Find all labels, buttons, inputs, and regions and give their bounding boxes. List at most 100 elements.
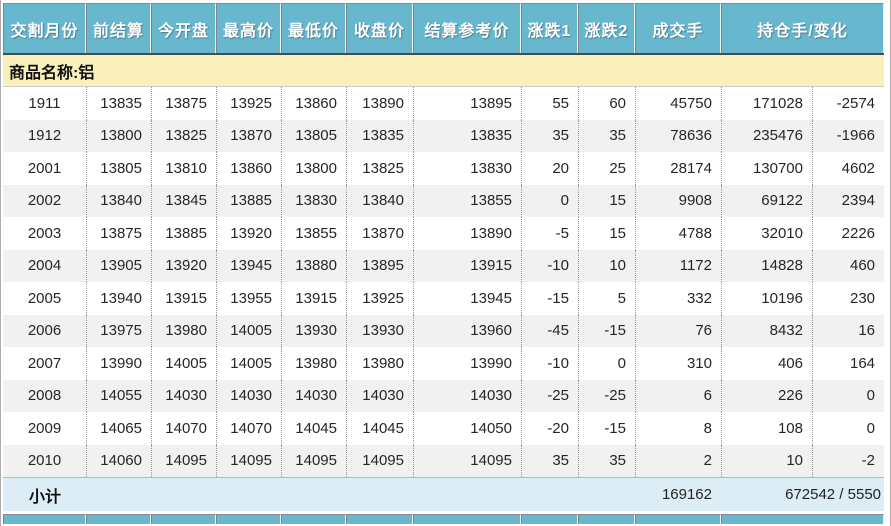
- col-header-close: 收盘价: [346, 3, 413, 53]
- cell-oi-change: -2574: [812, 87, 885, 120]
- cell-high: 14095: [216, 444, 281, 477]
- cell-volume: 76: [635, 314, 721, 347]
- cell-close: 14045: [346, 412, 413, 445]
- cell-low: 14030: [281, 379, 346, 412]
- cell-change2: 35: [578, 119, 635, 152]
- cell-settlement-reference: 13835: [413, 119, 521, 152]
- cell-close: 14030: [346, 379, 413, 412]
- cell-open: 14070: [151, 412, 216, 445]
- cell-settlement-reference: 13830: [413, 152, 521, 185]
- next-header-stub-cell: [635, 514, 721, 524]
- cell-oi-change: 230: [812, 282, 885, 315]
- cell-delivery-month: 2002: [3, 184, 86, 217]
- cell-change1: -10: [521, 249, 578, 282]
- next-header-stub-cell: [721, 514, 885, 524]
- cell-settlement-reference: 14030: [413, 379, 521, 412]
- cell-delivery-month: 1911: [3, 87, 86, 120]
- subtotal-oi-change: 672542 / 5550: [721, 477, 885, 511]
- table-header: 交割月份 前结算 今开盘 最高价 最低价 收盘价 结算参考价 涨跌1 涨跌2 成…: [3, 3, 885, 53]
- subtotal-volume: 169162: [635, 477, 721, 511]
- cell-change2: 25: [578, 152, 635, 185]
- cell-delivery-month: 2004: [3, 249, 86, 282]
- table-row: 2001 13805 13810 13860 13800 13825 13830…: [3, 152, 885, 185]
- cell-change1: -10: [521, 347, 578, 380]
- cell-open-interest: 171028: [721, 87, 812, 120]
- cell-prev-settlement: 13875: [86, 217, 151, 250]
- next-header-stub-cell: [86, 514, 151, 524]
- col-header-settlement-reference: 结算参考价: [413, 3, 521, 53]
- cell-open-interest: 406: [721, 347, 812, 380]
- cell-delivery-month: 2006: [3, 314, 86, 347]
- table-row: 2002 13840 13845 13885 13830 13840 13855…: [3, 184, 885, 217]
- commodity-group-row: 商品名称:铝: [3, 53, 885, 87]
- subtotal-row: 小计 169162 672542 / 5550: [3, 477, 885, 511]
- cell-low: 13830: [281, 184, 346, 217]
- next-table-header-partial: [3, 514, 885, 524]
- cell-change1: 35: [521, 119, 578, 152]
- cell-volume: 6: [635, 379, 721, 412]
- cell-oi-change: 164: [812, 347, 885, 380]
- cell-change2: 60: [578, 87, 635, 120]
- cell-volume: 9908: [635, 184, 721, 217]
- futures-quote-table: 交割月份 前结算 今开盘 最高价 最低价 收盘价 结算参考价 涨跌1 涨跌2 成…: [3, 3, 885, 524]
- table-row: 1912 13800 13825 13870 13805 13835 13835…: [3, 119, 885, 152]
- cell-open: 14095: [151, 444, 216, 477]
- cell-open-interest: 235476: [721, 119, 812, 152]
- cell-close: 13890: [346, 87, 413, 120]
- cell-high: 13870: [216, 119, 281, 152]
- cell-close: 13930: [346, 314, 413, 347]
- cell-volume: 28174: [635, 152, 721, 185]
- cell-volume: 4788: [635, 217, 721, 250]
- cell-delivery-month: 2009: [3, 412, 86, 445]
- col-header-change2: 涨跌2: [578, 3, 635, 53]
- cell-close: 13870: [346, 217, 413, 250]
- cell-settlement-reference: 13855: [413, 184, 521, 217]
- cell-high: 14005: [216, 347, 281, 380]
- cell-low: 13855: [281, 217, 346, 250]
- cell-oi-change: 2226: [812, 217, 885, 250]
- cell-open-interest: 32010: [721, 217, 812, 250]
- next-header-stub-cell: [578, 514, 635, 524]
- cell-volume: 332: [635, 282, 721, 315]
- cell-open-interest: 226: [721, 379, 812, 412]
- cell-change2: -15: [578, 412, 635, 445]
- table-row: 2006 13975 13980 14005 13930 13930 13960…: [3, 314, 885, 347]
- cell-prev-settlement: 13990: [86, 347, 151, 380]
- table-row: 2004 13905 13920 13945 13880 13895 13915…: [3, 249, 885, 282]
- cell-close: 13835: [346, 119, 413, 152]
- cell-delivery-month: 1912: [3, 119, 86, 152]
- cell-low: 13915: [281, 282, 346, 315]
- cell-change1: 35: [521, 444, 578, 477]
- cell-open: 13920: [151, 249, 216, 282]
- cell-settlement-reference: 13990: [413, 347, 521, 380]
- cell-settlement-reference: 13895: [413, 87, 521, 120]
- cell-delivery-month: 2005: [3, 282, 86, 315]
- table-row: 2003 13875 13885 13920 13855 13870 13890…: [3, 217, 885, 250]
- cell-open-interest: 69122: [721, 184, 812, 217]
- cell-close: 13825: [346, 152, 413, 185]
- cell-volume: 1172: [635, 249, 721, 282]
- cell-delivery-month: 2003: [3, 217, 86, 250]
- cell-open: 13825: [151, 119, 216, 152]
- col-header-delivery-month: 交割月份: [3, 3, 86, 53]
- next-header-stub-cell: [151, 514, 216, 524]
- cell-change1: 20: [521, 152, 578, 185]
- cell-prev-settlement: 13835: [86, 87, 151, 120]
- cell-prev-settlement: 14060: [86, 444, 151, 477]
- cell-settlement-reference: 14050: [413, 412, 521, 445]
- cell-high: 13955: [216, 282, 281, 315]
- cell-open-interest: 14828: [721, 249, 812, 282]
- cell-volume: 78636: [635, 119, 721, 152]
- cell-open-interest: 108: [721, 412, 812, 445]
- cell-prev-settlement: 13800: [86, 119, 151, 152]
- cell-low: 13860: [281, 87, 346, 120]
- cell-low: 14095: [281, 444, 346, 477]
- cell-prev-settlement: 14065: [86, 412, 151, 445]
- cell-low: 13980: [281, 347, 346, 380]
- col-header-high: 最高价: [216, 3, 281, 53]
- cell-volume: 2: [635, 444, 721, 477]
- cell-close: 13895: [346, 249, 413, 282]
- table-body: 商品名称:铝 1911 13835 13875 13925 13860 1389…: [3, 53, 885, 524]
- table-row: 2007 13990 14005 14005 13980 13980 13990…: [3, 347, 885, 380]
- cell-settlement-reference: 13960: [413, 314, 521, 347]
